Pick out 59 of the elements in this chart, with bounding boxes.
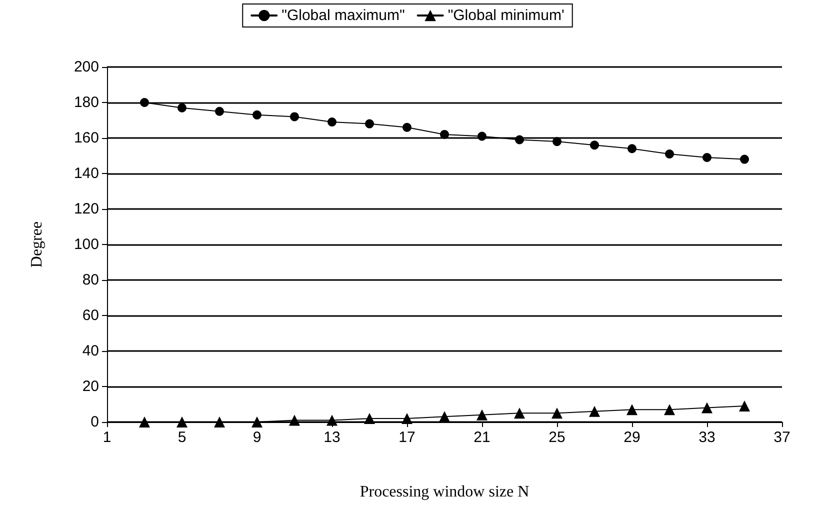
point [439,411,450,422]
point [628,144,636,154]
x-tick-label: 13 [324,429,340,446]
point [589,406,600,417]
y-tick-label: 100 [74,236,99,253]
point [664,404,675,416]
point [326,414,338,426]
x-tick-label: 37 [774,429,790,446]
legend-label: "Global maximum" [282,7,405,24]
point [552,137,562,146]
point [176,416,188,428]
point [290,112,299,122]
point [215,106,224,116]
point [402,412,412,424]
y-tick-label: 180 [74,94,99,111]
x-tick-label: 33 [698,429,716,446]
point [702,402,712,414]
x-tick-label: 21 [474,429,490,446]
point [252,416,262,428]
point [476,409,488,420]
y-axis-title: Degree [28,221,46,268]
point [364,412,375,424]
y-tick-label: 60 [82,307,99,324]
point [702,153,712,162]
point [178,103,186,112]
point [626,404,638,416]
point [402,122,412,132]
x-tick-label: 29 [624,429,640,446]
point [515,135,524,144]
point [514,408,525,419]
y-tick-label: 0 [90,414,99,430]
point [740,154,749,164]
y-tick-label: 20 [82,378,99,395]
point [552,408,562,419]
y-tick-label: 40 [82,342,99,360]
legend-label: "Global minimum' [448,7,564,24]
x-tick-label: 17 [398,429,416,446]
point [365,119,374,128]
x-tick-label: 5 [178,429,186,446]
point [139,416,150,428]
x-tick-label: 25 [548,429,566,446]
y-tick-label: 140 [74,165,99,182]
point [289,414,300,426]
y-tick-label: 120 [74,200,99,218]
point [590,140,599,150]
point [478,132,486,141]
x-tick-label: 1 [102,429,112,446]
point [739,400,750,412]
y-tick-label: 80 [82,272,99,288]
point [440,130,449,139]
point [252,110,262,120]
point [665,149,674,158]
x-tick-label: 9 [252,429,262,446]
y-tick-label: 200 [74,58,99,76]
x-axis-title: Processing window size N [360,484,530,500]
point [214,416,225,428]
point [328,118,336,127]
y-tick-label: 160 [74,130,99,146]
point [140,98,149,107]
